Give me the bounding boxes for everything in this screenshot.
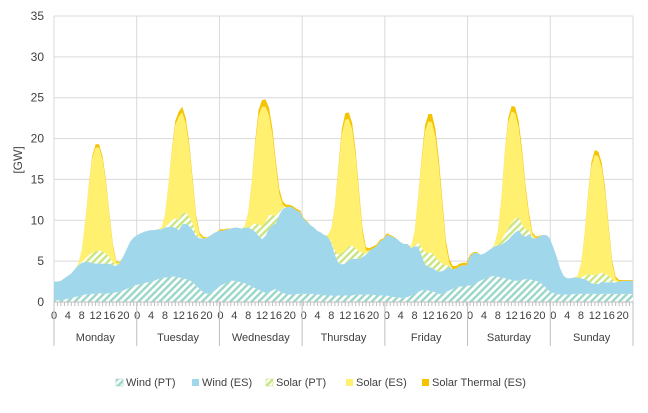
hour-tick-label: 20 bbox=[533, 310, 545, 322]
hour-tick-label: 20 bbox=[450, 310, 462, 322]
hour-tick-label: 4 bbox=[65, 310, 71, 322]
legend-swatch bbox=[192, 379, 199, 386]
hour-tick-label: 8 bbox=[495, 310, 501, 322]
y-tick-label: 25 bbox=[31, 91, 45, 105]
legend-swatch bbox=[346, 379, 353, 386]
hour-tick-label: 12 bbox=[339, 310, 351, 322]
hour-tick-label: 8 bbox=[412, 310, 418, 322]
legend-swatch bbox=[115, 378, 124, 387]
legend-entry-label: Solar (PT) bbox=[276, 377, 326, 389]
day-label-wednesday: Wednesday bbox=[232, 332, 290, 344]
hour-tick-label: 16 bbox=[353, 310, 365, 322]
hour-tick-label: 16 bbox=[270, 310, 282, 322]
hour-tick-label: 8 bbox=[162, 310, 168, 322]
legend-swatch bbox=[422, 379, 429, 386]
legend: Wind (PT) Wind (ES) Solar (PT) Solar (ES) So… bbox=[115, 377, 526, 389]
hour-tick-label: 16 bbox=[436, 310, 448, 322]
hour-tick-label: 0 bbox=[550, 310, 556, 322]
area-wind-pt bbox=[54, 275, 633, 302]
axes: 0510152025303504812162004812162004812162… bbox=[31, 9, 634, 346]
hour-tick-label: 8 bbox=[245, 310, 251, 322]
hour-tick-label: 8 bbox=[79, 310, 85, 322]
hour-tick-label: 16 bbox=[603, 310, 615, 322]
hour-tick-label: 4 bbox=[398, 310, 404, 322]
hour-tick-label: 16 bbox=[519, 310, 531, 322]
y-tick-label: 5 bbox=[37, 254, 44, 268]
day-label-thursday: Thursday bbox=[321, 332, 367, 344]
y-tick-label: 10 bbox=[31, 213, 45, 227]
area-solar-es bbox=[54, 106, 633, 282]
hour-tick-label: 12 bbox=[173, 310, 185, 322]
hour-tick-label: 4 bbox=[231, 310, 237, 322]
hour-tick-label: 4 bbox=[564, 310, 570, 322]
hour-tick-label: 16 bbox=[187, 310, 199, 322]
hour-tick-label: 0 bbox=[217, 310, 223, 322]
day-label-saturday: Saturday bbox=[487, 332, 532, 344]
hour-tick-label: 12 bbox=[422, 310, 434, 322]
hour-tick-label: 4 bbox=[148, 310, 154, 322]
legend-swatch bbox=[265, 378, 274, 387]
hour-tick-label: 16 bbox=[103, 310, 115, 322]
hour-tick-label: 4 bbox=[481, 310, 487, 322]
y-tick-label: 0 bbox=[37, 295, 44, 309]
hour-tick-label: 12 bbox=[89, 310, 101, 322]
legend-entry-label: Solar (ES) bbox=[356, 377, 407, 389]
hour-tick-label: 12 bbox=[506, 310, 518, 322]
legend-entry-label: Wind (PT) bbox=[126, 377, 176, 389]
y-tick-label: 35 bbox=[31, 9, 45, 23]
day-label-friday: Friday bbox=[411, 332, 442, 344]
hour-tick-label: 20 bbox=[117, 310, 129, 322]
day-label-tuesday: Tuesday bbox=[157, 332, 199, 344]
hour-tick-label: 20 bbox=[284, 310, 296, 322]
y-axis-label: [GW] bbox=[11, 146, 25, 173]
day-label-sunday: Sunday bbox=[573, 332, 611, 344]
hour-tick-label: 0 bbox=[384, 310, 390, 322]
hour-tick-label: 0 bbox=[301, 310, 307, 322]
hour-tick-label: 20 bbox=[200, 310, 212, 322]
hour-tick-label: 8 bbox=[578, 310, 584, 322]
area-wind-es bbox=[54, 206, 633, 301]
series-areas bbox=[54, 99, 633, 302]
hour-tick-label: 0 bbox=[467, 310, 473, 322]
hour-tick-label: 8 bbox=[328, 310, 334, 322]
legend-entry-label: Solar Thermal (ES) bbox=[432, 377, 526, 389]
y-tick-label: 20 bbox=[31, 132, 45, 146]
hour-tick-label: 20 bbox=[367, 310, 379, 322]
y-tick-label: 15 bbox=[31, 172, 45, 186]
y-tick-label: 30 bbox=[31, 50, 45, 64]
hour-tick-label: 4 bbox=[314, 310, 320, 322]
hour-tick-label: 12 bbox=[589, 310, 601, 322]
hour-tick-label: 20 bbox=[616, 310, 628, 322]
day-label-monday: Monday bbox=[76, 332, 116, 344]
legend-entry-label: Wind (ES) bbox=[202, 377, 252, 389]
hour-tick-label: 12 bbox=[256, 310, 268, 322]
